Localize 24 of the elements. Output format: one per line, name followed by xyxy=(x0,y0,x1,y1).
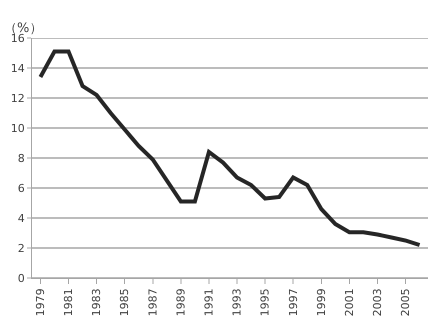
x-tick-label: 1979 xyxy=(34,288,48,316)
x-tick-label: 1993 xyxy=(230,288,244,316)
line-series xyxy=(38,50,422,247)
x-tick-label: 1989 xyxy=(174,288,188,316)
y-tick-label: 2 xyxy=(18,242,25,255)
x-tick-label: 1987 xyxy=(146,288,160,316)
x-tick-label: 2003 xyxy=(371,288,384,316)
y-tick-label: 12 xyxy=(10,92,25,105)
x-tick-label: 1985 xyxy=(118,288,132,316)
y-tick-label: 6 xyxy=(18,182,25,195)
x-tick-label: 1999 xyxy=(314,288,328,316)
x-tick-label: 2005 xyxy=(399,288,412,316)
y-tick-label: 0 xyxy=(18,272,25,285)
x-tick-label: 1983 xyxy=(90,288,104,316)
x-tick-label: 2001 xyxy=(342,288,356,316)
y-tick-label: 4 xyxy=(18,212,25,225)
y-tick-label: 8 xyxy=(18,152,25,165)
y-tick-label: 16 xyxy=(10,32,25,45)
x-tick-label: 1991 xyxy=(202,288,216,316)
x-tick-label: 1981 xyxy=(62,288,76,316)
x-tick-label: 1997 xyxy=(286,288,300,316)
x-tick-label: 1995 xyxy=(258,288,272,316)
y-tick-label: 14 xyxy=(10,62,25,75)
y-tick-label: 10 xyxy=(10,122,25,135)
